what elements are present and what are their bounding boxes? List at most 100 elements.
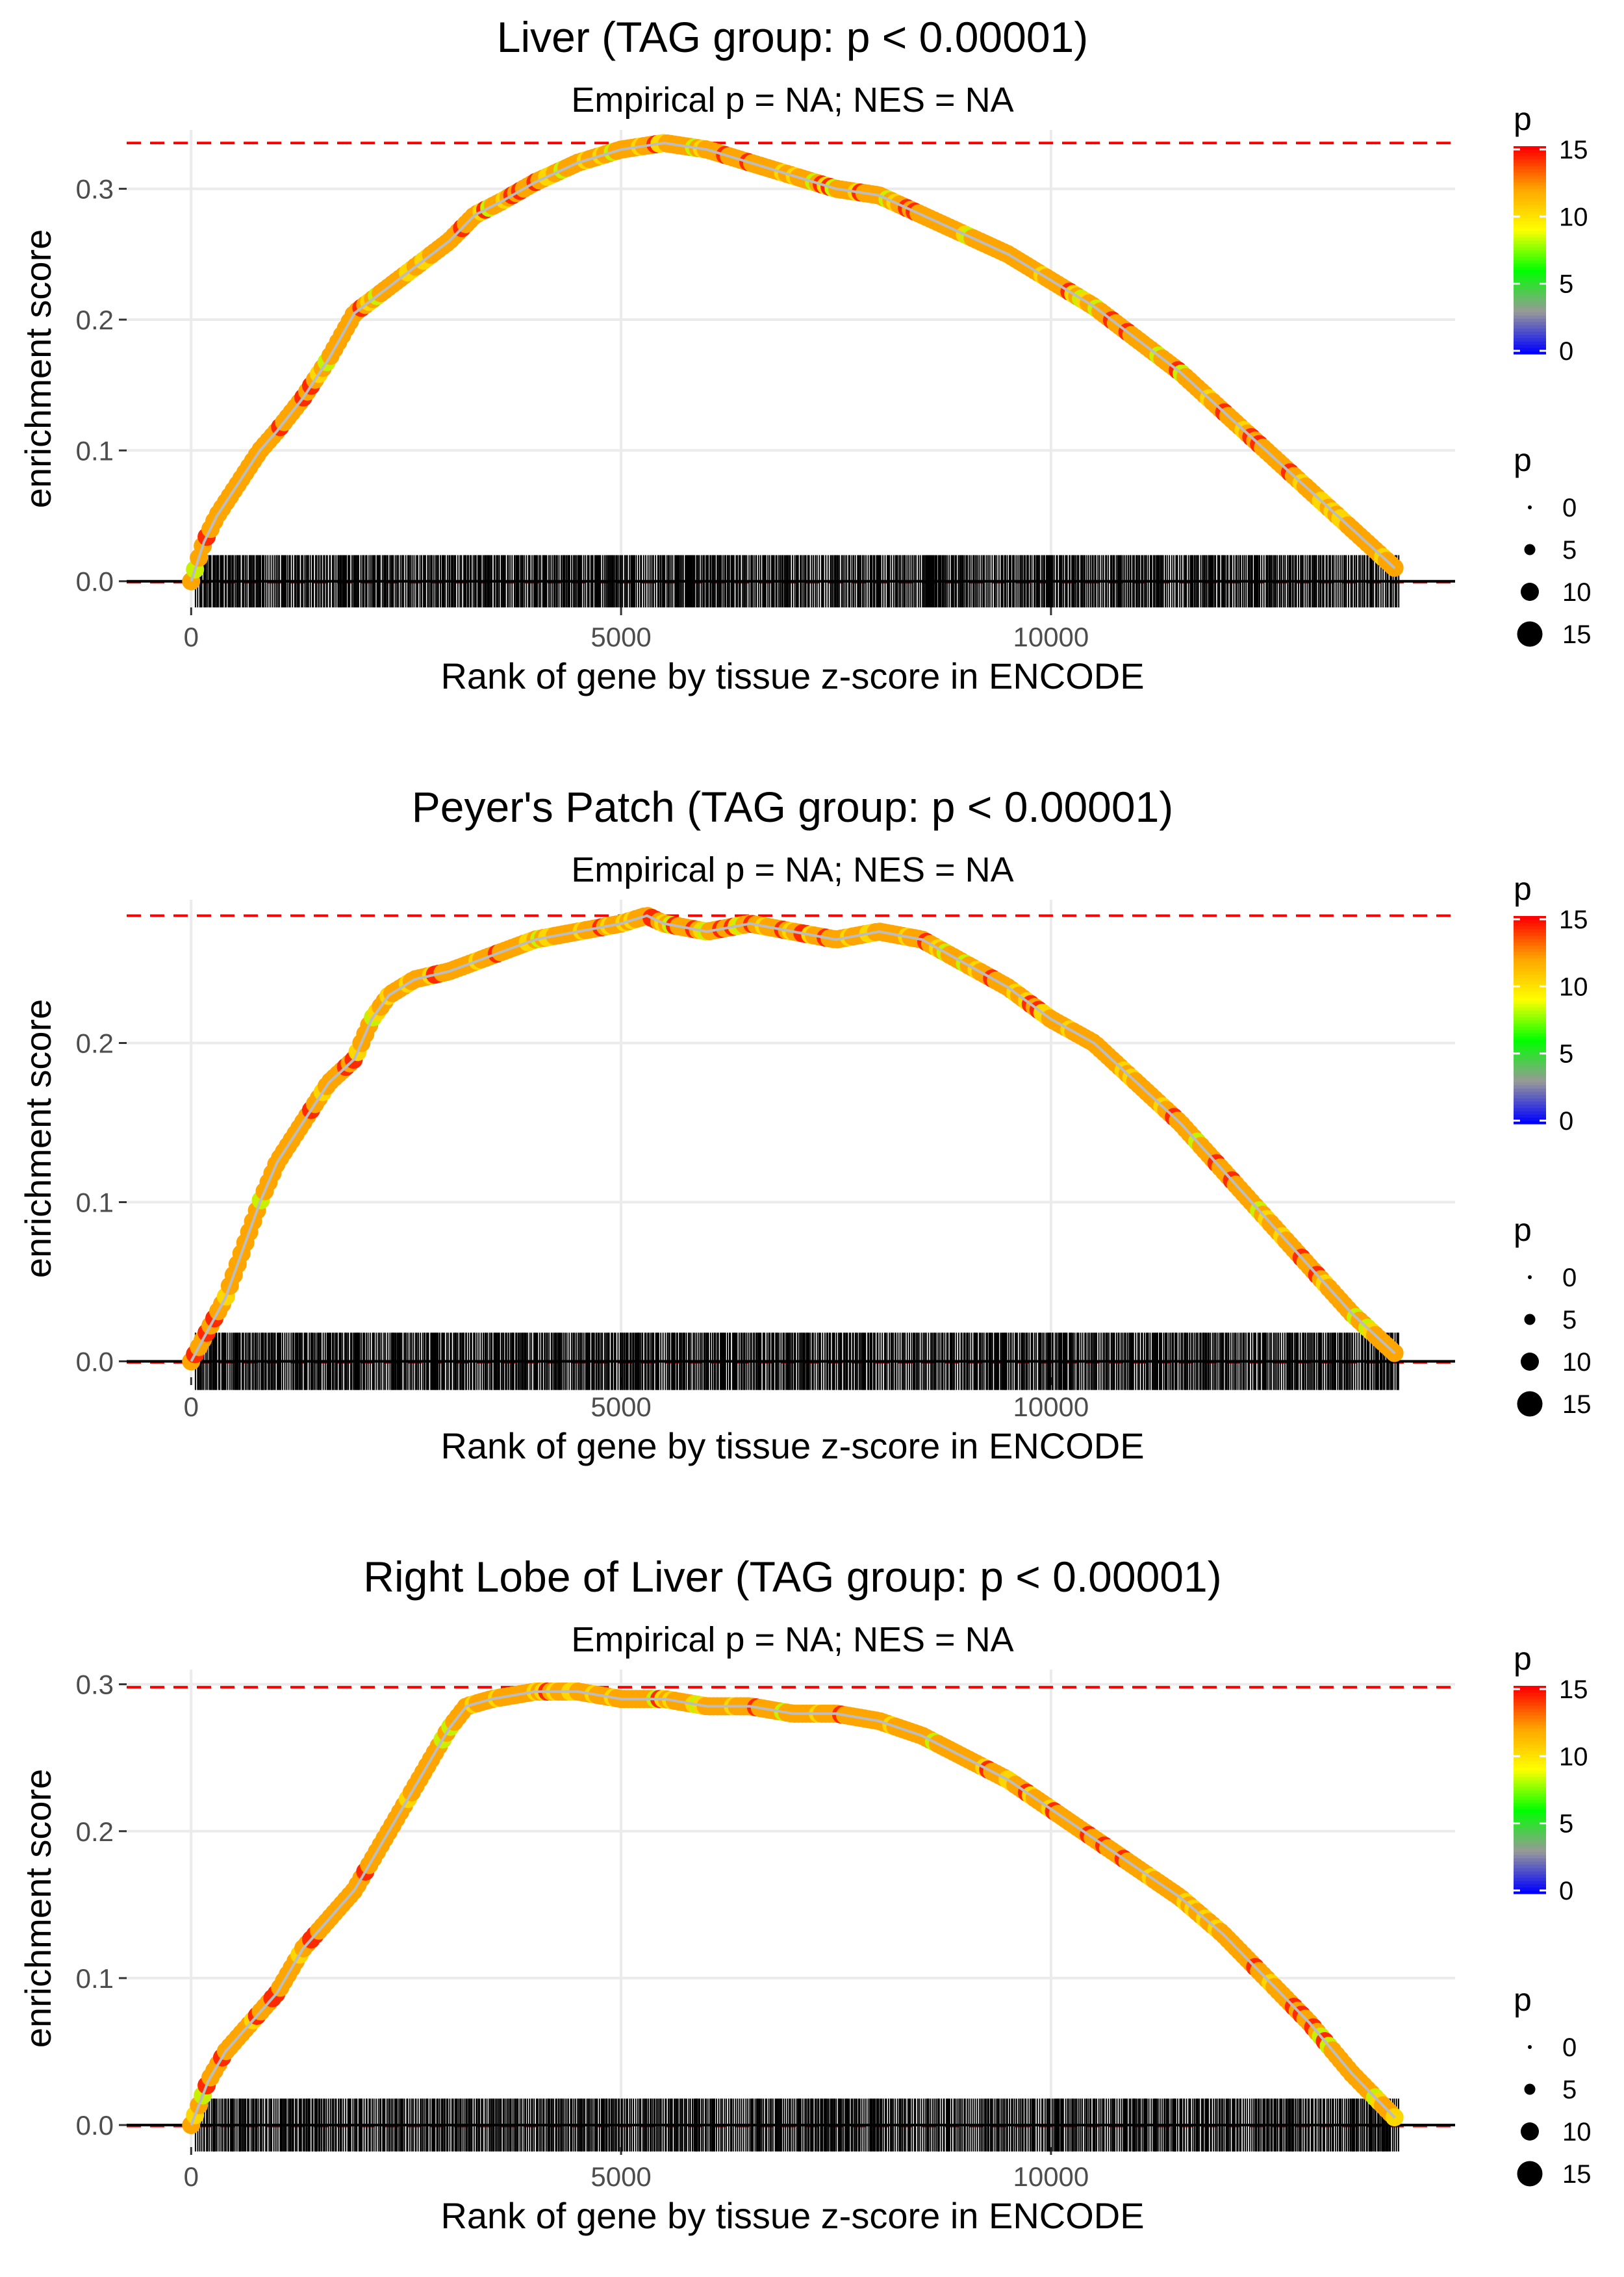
colorbar-segment bbox=[1514, 952, 1546, 956]
colorbar-segment bbox=[1514, 211, 1546, 215]
colorbar-segment bbox=[1514, 198, 1546, 202]
colorbar-segment bbox=[1514, 185, 1546, 189]
es-series-line bbox=[190, 914, 1396, 1362]
y-tick-label: 0.1 bbox=[76, 1188, 114, 1218]
colorbar-segment bbox=[1514, 1735, 1546, 1738]
colorbar-segment bbox=[1514, 1696, 1546, 1699]
size-legend-dot bbox=[1517, 621, 1543, 647]
colorbar-segment bbox=[1514, 916, 1546, 920]
colorbar-segment bbox=[1514, 1832, 1546, 1836]
colorbar-segment bbox=[1514, 315, 1546, 319]
colorbar-segment bbox=[1514, 146, 1546, 150]
colorbar-segment bbox=[1514, 1072, 1546, 1076]
colorbar-segment bbox=[1514, 325, 1546, 329]
colorbar-segment bbox=[1514, 1748, 1546, 1751]
colorbar-segment bbox=[1514, 958, 1546, 962]
colorbar-segment bbox=[1514, 218, 1546, 222]
colorbar-segment bbox=[1514, 156, 1546, 160]
colorbar-segment bbox=[1514, 1877, 1546, 1881]
x-axis-label: Rank of gene by tissue z-score in ENCODE bbox=[440, 1425, 1144, 1466]
colorbar-segment bbox=[1514, 1816, 1546, 1820]
colorbar-segment bbox=[1514, 279, 1546, 283]
colorbar-segment bbox=[1514, 172, 1546, 176]
colorbar-segment bbox=[1514, 965, 1546, 969]
size-legend-dot bbox=[1524, 2083, 1536, 2095]
size-legend-dot bbox=[1521, 1353, 1539, 1371]
colorbar-segment bbox=[1514, 1770, 1546, 1774]
colorbar-segment bbox=[1514, 1722, 1546, 1725]
size-legend-title: p bbox=[1514, 1212, 1532, 1248]
y-tick-label: 0.0 bbox=[76, 1347, 114, 1377]
chart-title: Right Lobe of Liver (TAG group: p < 0.00… bbox=[363, 1553, 1221, 1601]
colorbar-segment bbox=[1514, 1039, 1546, 1043]
colorbar-segment bbox=[1514, 341, 1546, 345]
colorbar-segment bbox=[1514, 1036, 1546, 1040]
colorbar-segment bbox=[1514, 1712, 1546, 1716]
colorbar-segment bbox=[1514, 257, 1546, 261]
colorbar-segment bbox=[1514, 149, 1546, 153]
size-legend-label: 10 bbox=[1562, 1348, 1592, 1377]
colorbar-segment bbox=[1514, 296, 1546, 299]
colorbar-segment bbox=[1514, 971, 1546, 975]
y-axis-label: enrichment score bbox=[18, 999, 58, 1278]
colorbar-segment bbox=[1514, 978, 1546, 982]
colorbar-segment bbox=[1514, 919, 1546, 923]
x-tick-label: 5000 bbox=[590, 622, 651, 652]
colorbar-segment bbox=[1514, 1725, 1546, 1729]
colorbar-segment bbox=[1514, 273, 1546, 277]
colorbar-label: 10 bbox=[1559, 1742, 1588, 1771]
size-legend-label: 0 bbox=[1562, 494, 1577, 522]
colorbar-segment bbox=[1514, 1699, 1546, 1703]
colorbar-segment bbox=[1514, 1013, 1546, 1017]
size-legend-label: 15 bbox=[1562, 620, 1592, 649]
colorbar-segment bbox=[1514, 1861, 1546, 1865]
colorbar-segment bbox=[1514, 1825, 1546, 1829]
colorbar-segment bbox=[1514, 1871, 1546, 1875]
x-tick-label: 10000 bbox=[1013, 2161, 1089, 2192]
colorbar-segment bbox=[1514, 1842, 1546, 1846]
colorbar-segment bbox=[1514, 1075, 1546, 1079]
colorbar-segment bbox=[1514, 968, 1546, 972]
colorbar-segment bbox=[1514, 1780, 1546, 1784]
x-tick-label: 10000 bbox=[1013, 1392, 1089, 1422]
colorbar-segment bbox=[1514, 1754, 1546, 1758]
colorbar-segment bbox=[1514, 192, 1546, 196]
colorbar-segment bbox=[1514, 1010, 1546, 1014]
colorbar-segment bbox=[1514, 1848, 1546, 1852]
colorbar-label: 15 bbox=[1559, 136, 1588, 164]
colorbar-segment bbox=[1514, 1043, 1546, 1047]
colorbar-segment bbox=[1514, 1813, 1546, 1816]
colorbar-segment bbox=[1514, 244, 1546, 248]
colorbar-segment bbox=[1514, 1098, 1546, 1102]
colorbar-segment bbox=[1514, 1715, 1546, 1719]
colorbar-segment bbox=[1514, 292, 1546, 296]
colorbar-segment bbox=[1514, 932, 1546, 936]
colorbar-segment bbox=[1514, 247, 1546, 251]
colorbar-segment bbox=[1514, 1858, 1546, 1862]
colorbar-segment bbox=[1514, 1000, 1546, 1004]
colorbar-label: 5 bbox=[1559, 270, 1573, 299]
colorbar-segment bbox=[1514, 1017, 1546, 1021]
y-tick-label: 0.1 bbox=[76, 1963, 114, 1994]
colorbar-segment bbox=[1514, 227, 1546, 231]
colorbar-segment bbox=[1514, 1851, 1546, 1855]
size-legend-title: p bbox=[1514, 442, 1532, 478]
colorbar-segment bbox=[1514, 926, 1546, 930]
colorbar-segment bbox=[1514, 1838, 1546, 1842]
color-legend-title: p bbox=[1514, 1640, 1532, 1677]
chart-subtitle: Empirical p = NA; NES = NA bbox=[571, 81, 1013, 120]
colorbar-label: 15 bbox=[1559, 1675, 1588, 1704]
colorbar-segment bbox=[1514, 1744, 1546, 1748]
y-tick-label: 0.2 bbox=[76, 305, 114, 335]
es-points bbox=[182, 907, 1404, 1371]
colorbar-segment bbox=[1514, 1728, 1546, 1732]
colorbar-segment bbox=[1514, 1030, 1546, 1034]
colorbar-segment bbox=[1514, 1829, 1546, 1833]
y-tick-label: 0.3 bbox=[76, 1670, 114, 1700]
es-series-line bbox=[190, 1690, 1396, 2126]
colorbar-segment bbox=[1514, 169, 1546, 173]
colorbar-segment bbox=[1514, 1855, 1546, 1859]
size-legend-label: 0 bbox=[1562, 1264, 1577, 1292]
colorbar-segment bbox=[1514, 984, 1546, 988]
